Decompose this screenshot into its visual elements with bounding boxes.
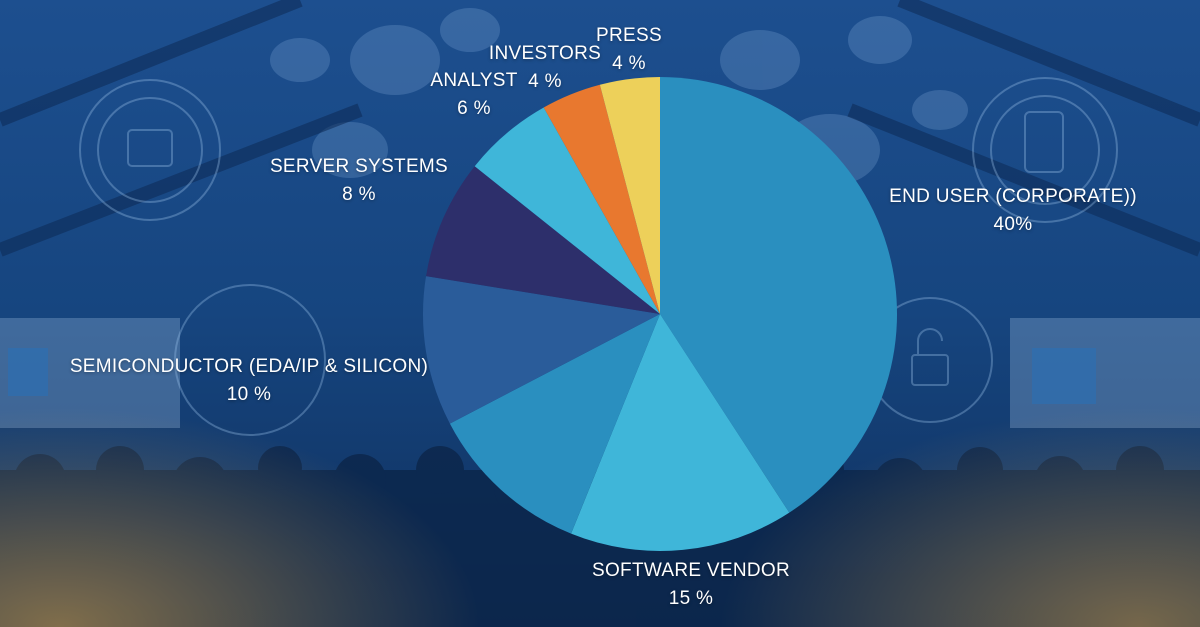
slice-label-investors: INVESTORS 4 % <box>488 43 602 92</box>
pie-slice-analyst <box>474 107 660 314</box>
slice-label-server-systems: SERVER SYSTEMS 8 % <box>269 156 449 205</box>
slice-label-software-vendor: SOFTWARE VENDOR 15 % <box>591 560 791 609</box>
pie-slice-server-systems <box>426 166 660 314</box>
pie-slice-press <box>599 77 660 314</box>
pie-slice-semiconductor-eda-ip-silicon <box>423 276 660 424</box>
pie-slice-unlabeled-2 <box>449 314 660 534</box>
slice-label-end-user: END USER (CORPORATE)) 40% <box>889 186 1137 235</box>
slice-label-semiconductor: SEMICONDUCTOR (EDA/IP & SILICON) 10 % <box>69 356 429 405</box>
pie-slice-end-user-corporate <box>660 77 898 513</box>
pie-slice-software-vendor <box>571 314 790 552</box>
slice-label-analyst: ANALYST 6 % <box>430 70 518 119</box>
slice-label-press: PRESS 4 % <box>596 25 662 74</box>
pie-slice-investors <box>543 84 660 314</box>
